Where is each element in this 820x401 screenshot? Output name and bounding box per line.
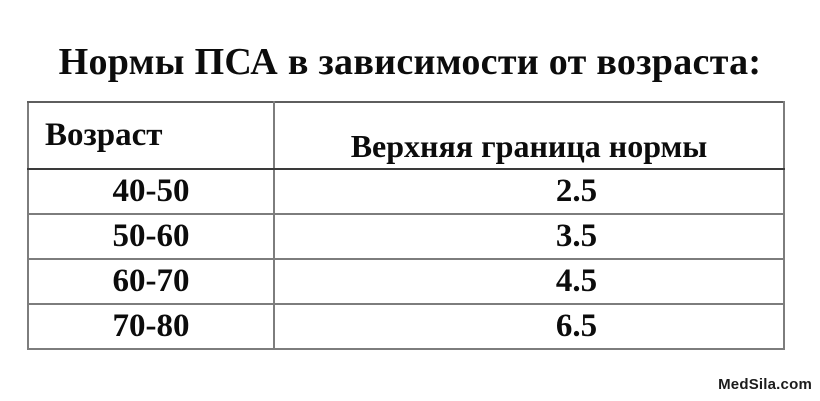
upper-limit-cell: 6.5 — [273, 303, 785, 350]
age-range-cell: 50-60 — [27, 213, 275, 260]
upper-limit-cell: 3.5 — [273, 213, 785, 260]
table-body: 40-50 2.5 50-60 3.5 60-70 4.5 70-80 6.5 — [27, 168, 785, 350]
age-range-cell: 40-50 — [27, 168, 275, 215]
table-row: 40-50 2.5 — [27, 168, 785, 215]
age-range-cell: 70-80 — [27, 303, 275, 350]
upper-limit-cell: 4.5 — [273, 258, 785, 305]
table-row: 70-80 6.5 — [27, 303, 785, 350]
table-row: 50-60 3.5 — [27, 213, 785, 260]
column-header-age: Возраст — [27, 101, 275, 170]
header-row: Возраст Верхняя граница нормы — [27, 101, 785, 170]
column-header-upper-limit: Верхняя граница нормы — [273, 101, 785, 170]
table-row: 60-70 4.5 — [27, 258, 785, 305]
page-title: Нормы ПСА в зависимости от возраста: — [58, 41, 762, 83]
age-range-cell: 60-70 — [27, 258, 275, 305]
table-header: Возраст Верхняя граница нормы — [27, 101, 785, 170]
psa-norms-table: Возраст Верхняя граница нормы 40-50 2.5 … — [27, 101, 785, 350]
upper-limit-cell: 2.5 — [273, 168, 785, 215]
site-watermark: MedSila.com — [718, 376, 812, 393]
